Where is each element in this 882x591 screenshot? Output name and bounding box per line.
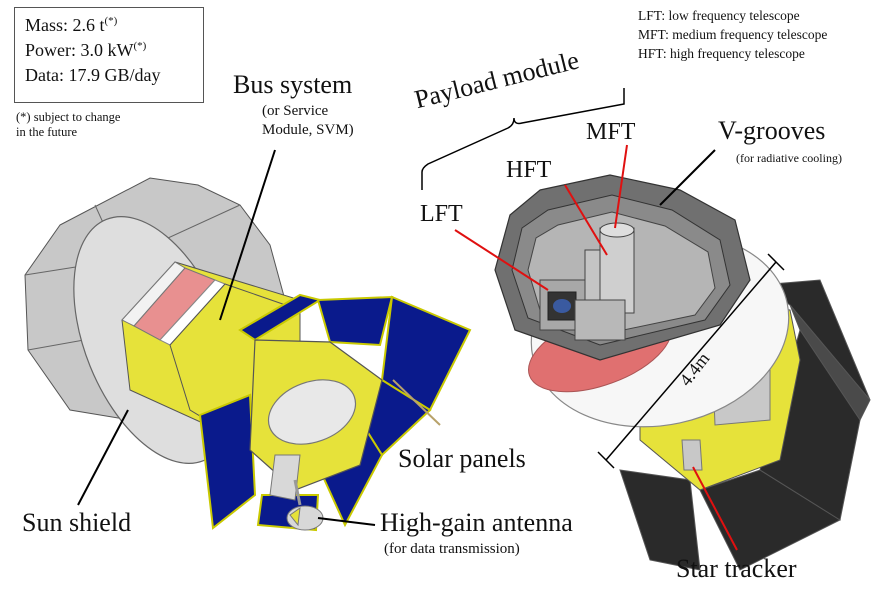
antenna-sublabel: (for data transmission)	[384, 541, 520, 557]
bus-system-sublabel: (or Service Module, SVM)	[262, 102, 354, 140]
spec-mass-mark: (*)	[104, 15, 118, 27]
hft-label: HFT	[506, 157, 552, 183]
legend-mft: MFT: medium frequency telescope	[638, 27, 828, 42]
spec-footnote-line1: (*) subject to change	[16, 110, 121, 124]
mft-label: MFT	[586, 119, 636, 145]
star-tracker-label: Star tracker	[676, 554, 797, 583]
sun-shield-label: Sun shield	[22, 508, 132, 537]
lft-label: LFT	[420, 201, 463, 227]
dimension-line	[597, 253, 785, 469]
spec-data: Data: 17.9 GB/day	[25, 65, 161, 85]
telescopes	[539, 222, 635, 341]
vgrooves-sublabel: (for radiative cooling)	[736, 151, 842, 165]
telescope-legend: LFT: low frequency telescope MFT: medium…	[638, 6, 827, 63]
antenna-label: High-gain antenna	[380, 508, 573, 537]
bus-system-label: Bus system	[233, 70, 353, 99]
spec-mass: Mass: 2.6 t	[25, 15, 105, 35]
star-tracker-leader	[692, 466, 738, 551]
solar-panels-leader	[392, 379, 441, 426]
spec-power-mark: (*)	[133, 40, 147, 52]
vgrooves-label: V-grooves	[718, 116, 826, 145]
spec-box: Mass: 2.6 t(*) Power: 3.0 kW(*) Data: 17…	[14, 7, 204, 103]
left-spacecraft	[24, 177, 472, 532]
spec-power: Power: 3.0 kW	[25, 40, 134, 60]
solar-panels-label: Solar panels	[398, 444, 526, 473]
bus-system-leader	[219, 149, 276, 321]
bus-sub-line1: (or Service	[262, 103, 329, 119]
legend-hft: HFT: high frequency telescope	[638, 46, 805, 61]
legend-lft: LFT: low frequency telescope	[638, 8, 800, 23]
vgrooves-leader	[659, 149, 716, 206]
right-spacecraft	[494, 174, 871, 571]
bus-sub-line2: Module, SVM)	[262, 122, 354, 138]
solar-panels	[198, 293, 472, 532]
high-gain-antenna	[286, 479, 324, 531]
leader-lines	[77, 144, 738, 551]
payload-module-brace	[421, 88, 625, 190]
spec-footnote-line2: in the future	[16, 125, 78, 139]
antenna-leader	[317, 517, 376, 526]
spec-footnote: (*) subject to change in the future	[16, 110, 120, 140]
hft-leader	[564, 184, 608, 256]
lft-leader	[454, 229, 549, 291]
mft-leader	[614, 144, 628, 229]
sun-shield-leader	[77, 409, 129, 506]
